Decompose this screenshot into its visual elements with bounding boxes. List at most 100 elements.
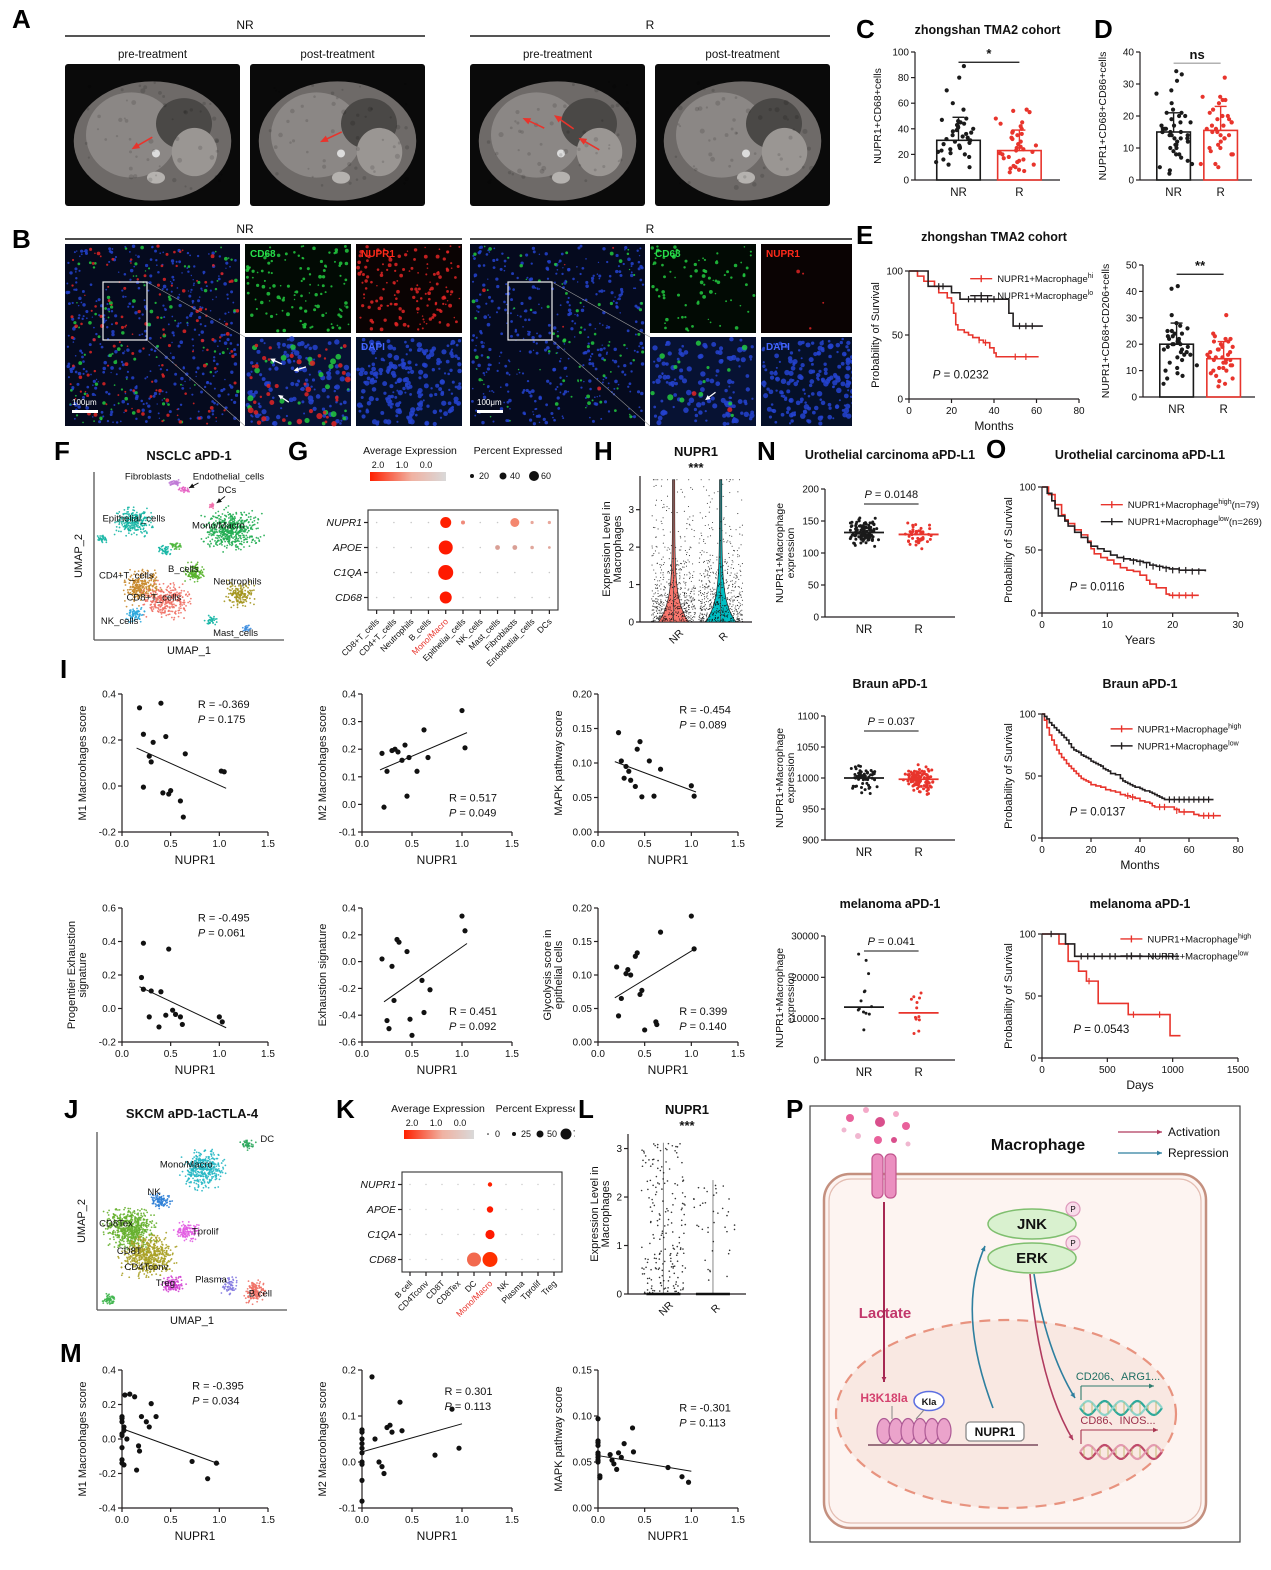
r-value: R = -0.495 [198, 912, 250, 924]
panel-F-umap: NSCLC aPD-1 UMAP_1 UMAP_2 Fibroblasts Endoth… [52, 440, 305, 668]
y-axis-label: Exhaustion signature [317, 924, 329, 1027]
if-speckles [65, 244, 240, 425]
scale-label: 100μm [72, 398, 97, 407]
y-axis-label: MAPK pathway score [553, 1386, 565, 1491]
cell-arrow [278, 394, 290, 403]
if-speckles [245, 244, 350, 333]
expression-dot [512, 545, 518, 550]
expression-dot [537, 1208, 539, 1211]
km-curve-low [1042, 713, 1214, 801]
expression-dot [553, 1183, 555, 1186]
panel-label-O: O [986, 434, 1007, 464]
ct-image [65, 64, 240, 206]
panel-F-svg: NSCLC aPD-1 UMAP_1 UMAP_2 Fibroblasts Endoth… [73, 448, 284, 657]
lactate-dot [846, 1114, 854, 1122]
repression-arrow-m2 [1033, 1273, 1076, 1399]
violin-points-R [692, 1184, 736, 1281]
cluster-label: B_cells [168, 564, 199, 575]
panel-label-M: M [60, 1338, 82, 1368]
if-speckles [471, 244, 645, 426]
x-tick-label: NR [667, 627, 687, 647]
p-value: P = 0.175 [198, 714, 245, 726]
panel-E-km-chart: zhongshan TMA2 cohort 0 50 100 0 20 40 60 80 Prob… [853, 225, 1093, 443]
if-speckles [356, 337, 462, 427]
panel-I-scatter-2: -0.1 0.0 0.1 0.2 0.3 0.4 0.0 0.5 1.0 1.5 M2 Macroo… [292, 668, 536, 882]
cluster-Mono/Macro [200, 505, 265, 553]
expression-dot [537, 1183, 539, 1186]
svg-text:80: 80 [898, 73, 910, 84]
cluster-label: CD8+T_cells [127, 593, 182, 604]
group-title: NR [236, 18, 254, 32]
chart-title: melanoma aPD-1 [840, 897, 941, 911]
cluster-blob [157, 544, 172, 556]
svg-text:40: 40 [1123, 48, 1135, 59]
svg-text:10: 10 [1126, 366, 1138, 377]
panel-label-N: N [757, 436, 776, 466]
nupr1-box [965, 1421, 1025, 1442]
violin-points-R [698, 479, 744, 623]
scale-label: 100μm [477, 398, 502, 407]
expression-dot [441, 1258, 443, 1261]
violin-points-NR [651, 479, 696, 623]
r-value: R = 0.517 [449, 793, 497, 805]
x-axis-label: UMAP_1 [170, 1315, 214, 1327]
lesion-arrow [320, 131, 343, 143]
expression-dot [514, 571, 516, 574]
expression-dot [485, 1229, 495, 1240]
y-axis-label: NUPR1+CD68+CD86+cells [1097, 52, 1109, 181]
panel-label-A: A [12, 4, 31, 34]
image-title: pre-treatment [118, 49, 188, 61]
panel-C-svg: zhongshan TMA2 cohort 0 20 40 60 80 100 NUPR1+C… [872, 23, 1061, 199]
y-axis-label: Macrophages [612, 515, 624, 582]
data-points-R [1205, 313, 1235, 389]
y-axis-label: Expression Level in [589, 1166, 601, 1261]
channel-label: DAPI [766, 342, 790, 353]
channel-label: DAPI [361, 342, 385, 353]
lactate-dot [863, 1107, 869, 1113]
panel-label-H: H [594, 436, 613, 466]
expression-dot [393, 521, 395, 524]
expression-dot [486, 1206, 494, 1213]
expression-dot [530, 545, 534, 550]
y-axis-label: UMAP_2 [76, 1199, 88, 1243]
significance: ns [1190, 47, 1205, 62]
cluster-blob [203, 614, 218, 626]
panel-label-F: F [54, 436, 70, 466]
avg-expression-legend-title: Average Expression [391, 1103, 485, 1115]
expression-dot [409, 1183, 411, 1186]
y-axis-label: UMAP_2 [73, 534, 85, 578]
gene-label: CD68 [369, 1254, 396, 1266]
svg-text:40: 40 [898, 124, 910, 135]
cluster-Tprolif [172, 1220, 200, 1243]
phospho-label: P [1070, 1205, 1075, 1214]
svg-text:50: 50 [892, 331, 904, 342]
panel-label-G: G [288, 436, 309, 466]
r-value: R = 0.399 [679, 1006, 727, 1018]
erk-label: ERK [1016, 1250, 1048, 1267]
expression-dot [438, 540, 453, 555]
cluster-NK [149, 1192, 174, 1210]
lactate-dot [891, 1137, 897, 1143]
expression-dot [531, 571, 533, 574]
y-axis-label: expression [785, 527, 797, 578]
cluster-DCs [208, 502, 215, 510]
panel-M-scatter-3: 0.00 0.05 0.10 0.15 0.0 0.5 1.0 1.5 MAPK pathway… [536, 1342, 754, 1560]
x-tick-label: R [1219, 404, 1227, 416]
expression-dot [505, 1208, 507, 1211]
cluster-label: Mono/Macro [192, 520, 245, 531]
group-title: NR [236, 222, 254, 236]
expression-dot [425, 1258, 427, 1261]
dna-strand [1079, 1399, 1163, 1417]
svg-text:20: 20 [1126, 340, 1138, 351]
expression-dot [393, 596, 395, 599]
p-value: P = 0.0232 [933, 370, 989, 382]
if-channel-image [245, 244, 351, 333]
chart-title: melanoma aPD-1 [1090, 897, 1191, 911]
if-speckles [650, 336, 755, 427]
x-tick-label: NR [1168, 404, 1185, 416]
panel-N3-svg: melanoma aPD-10100002000030000NUPR1+Macr… [774, 897, 955, 1079]
